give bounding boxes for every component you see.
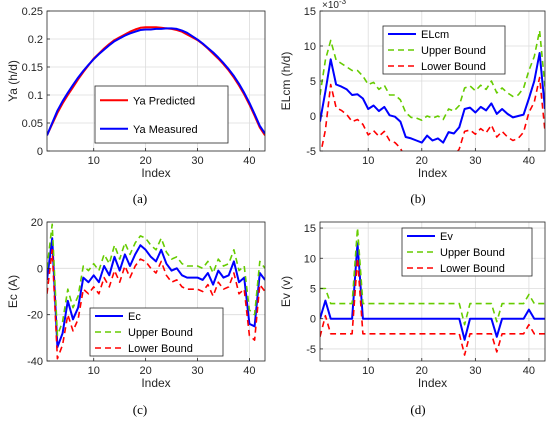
x-tick-label: 20 bbox=[416, 155, 428, 167]
y-tick-label: 15 bbox=[304, 223, 316, 235]
y-tick-label: 0.15 bbox=[22, 62, 43, 74]
x-tick-label: 40 bbox=[523, 365, 535, 377]
legend: ELcm Upper Bound Lower Bound bbox=[382, 25, 506, 75]
y-tick-label: -5 bbox=[306, 344, 316, 356]
y-tick-label: 10 bbox=[304, 253, 316, 265]
chart-panel-d: 10 20 30 40 -5 0 5 10 15 Index Ev (v) Ev Upper Bound… bbox=[279, 221, 546, 417]
series-line bbox=[47, 237, 265, 349]
x-tick-label: 40 bbox=[243, 365, 255, 377]
x-tick-label: 40 bbox=[243, 155, 255, 167]
series-line bbox=[47, 27, 265, 136]
legend-label: Lower Bound bbox=[128, 343, 193, 355]
x-tick-label: 20 bbox=[139, 365, 151, 377]
axes-box bbox=[46, 221, 266, 362]
y-tick-label: 5 bbox=[310, 283, 316, 295]
series-line bbox=[320, 76, 545, 151]
x-tick-label: 30 bbox=[191, 155, 203, 167]
series-line bbox=[320, 257, 545, 356]
x-axis-label: Index bbox=[418, 166, 447, 180]
legend-label: Ev bbox=[440, 231, 453, 243]
x-tick-label: 30 bbox=[191, 365, 203, 377]
chart-panel-b: 10 20 30 40 -5 0 5 10 15 Index ELcm (h/d) ×10-3 ELcm… bbox=[279, 0, 546, 206]
y-axis-label: Ya (h/d) bbox=[6, 60, 20, 102]
y-tick-label: -20 bbox=[27, 310, 43, 322]
y-tick-label: -40 bbox=[27, 356, 43, 368]
series-line bbox=[47, 223, 265, 337]
chart-panel-a: 10 20 30 40 0 0.05 0.1 0.15 0.2 0.25 Index Ya (h/d)… bbox=[6, 6, 266, 206]
y-tick-label: 0.25 bbox=[22, 6, 43, 18]
x-tick-label: 30 bbox=[469, 155, 481, 167]
legend-label: ELcm bbox=[421, 29, 449, 41]
x-tick-label: 10 bbox=[362, 155, 374, 167]
axes-box bbox=[46, 10, 266, 152]
legend-label: Ec bbox=[128, 311, 141, 323]
y-tick-label: 10 bbox=[304, 41, 316, 53]
legend-label: Upper Bound bbox=[440, 247, 505, 259]
y-tick-label: 0.2 bbox=[28, 34, 43, 46]
legend-box bbox=[94, 85, 229, 144]
y-tick-label: 15 bbox=[304, 6, 316, 18]
x-axis-label: Index bbox=[141, 166, 170, 180]
axis-exponent: ×10-3 bbox=[322, 0, 347, 11]
y-axis-label: ELcm (h/d) bbox=[279, 52, 293, 111]
series-group bbox=[320, 227, 545, 356]
legend: Ev Upper Bound Lower Bound bbox=[401, 227, 533, 277]
axis-exponent-power: -3 bbox=[339, 0, 347, 6]
series-line bbox=[47, 249, 265, 360]
legend-label: Lower Bound bbox=[421, 61, 486, 73]
y-tick-label: 0.05 bbox=[22, 118, 43, 130]
legend: Ec Upper Bound Lower Bound bbox=[89, 307, 224, 357]
y-axis-label: Ev (v) bbox=[279, 276, 293, 307]
x-axis-label: Index bbox=[141, 376, 170, 390]
legend: Ya Predicted Ya Measured bbox=[94, 85, 229, 144]
axes-box bbox=[319, 221, 546, 362]
x-tick-label: 10 bbox=[362, 365, 374, 377]
legend-label: Upper Bound bbox=[421, 45, 486, 57]
y-tick-label: -5 bbox=[306, 146, 316, 158]
series-line bbox=[320, 52, 545, 144]
x-tick-label: 10 bbox=[88, 365, 100, 377]
y-tick-label: 0 bbox=[37, 146, 43, 158]
legend-label: Ya Measured bbox=[133, 124, 198, 136]
x-tick-label: 40 bbox=[523, 155, 535, 167]
series-group bbox=[47, 223, 265, 360]
x-tick-label: 20 bbox=[416, 365, 428, 377]
legend-label: Lower Bound bbox=[440, 263, 505, 275]
x-tick-label: 10 bbox=[88, 155, 100, 167]
panel-caption: (b) bbox=[410, 191, 425, 206]
series-group bbox=[320, 29, 545, 151]
y-tick-label: 0.1 bbox=[28, 90, 43, 102]
legend-label: Upper Bound bbox=[128, 327, 193, 339]
y-tick-label: 0 bbox=[310, 111, 316, 123]
x-axis-label: Index bbox=[418, 376, 447, 390]
series-line bbox=[320, 29, 545, 121]
series-line bbox=[320, 227, 545, 326]
x-tick-label: 20 bbox=[139, 155, 151, 167]
panel-caption: (c) bbox=[133, 402, 147, 417]
series-group bbox=[47, 26, 265, 136]
y-tick-label: 0 bbox=[37, 263, 43, 275]
y-tick-label: 20 bbox=[31, 217, 43, 229]
x-tick-label: 30 bbox=[469, 365, 481, 377]
y-tick-label: 0 bbox=[310, 314, 316, 326]
y-tick-label: 5 bbox=[310, 76, 316, 88]
y-axis-label: Ec (A) bbox=[6, 275, 20, 308]
panel-caption: (d) bbox=[410, 402, 425, 417]
legend-label: Ya Predicted bbox=[133, 95, 195, 107]
series-line bbox=[320, 242, 545, 341]
panel-caption: (a) bbox=[133, 191, 147, 206]
